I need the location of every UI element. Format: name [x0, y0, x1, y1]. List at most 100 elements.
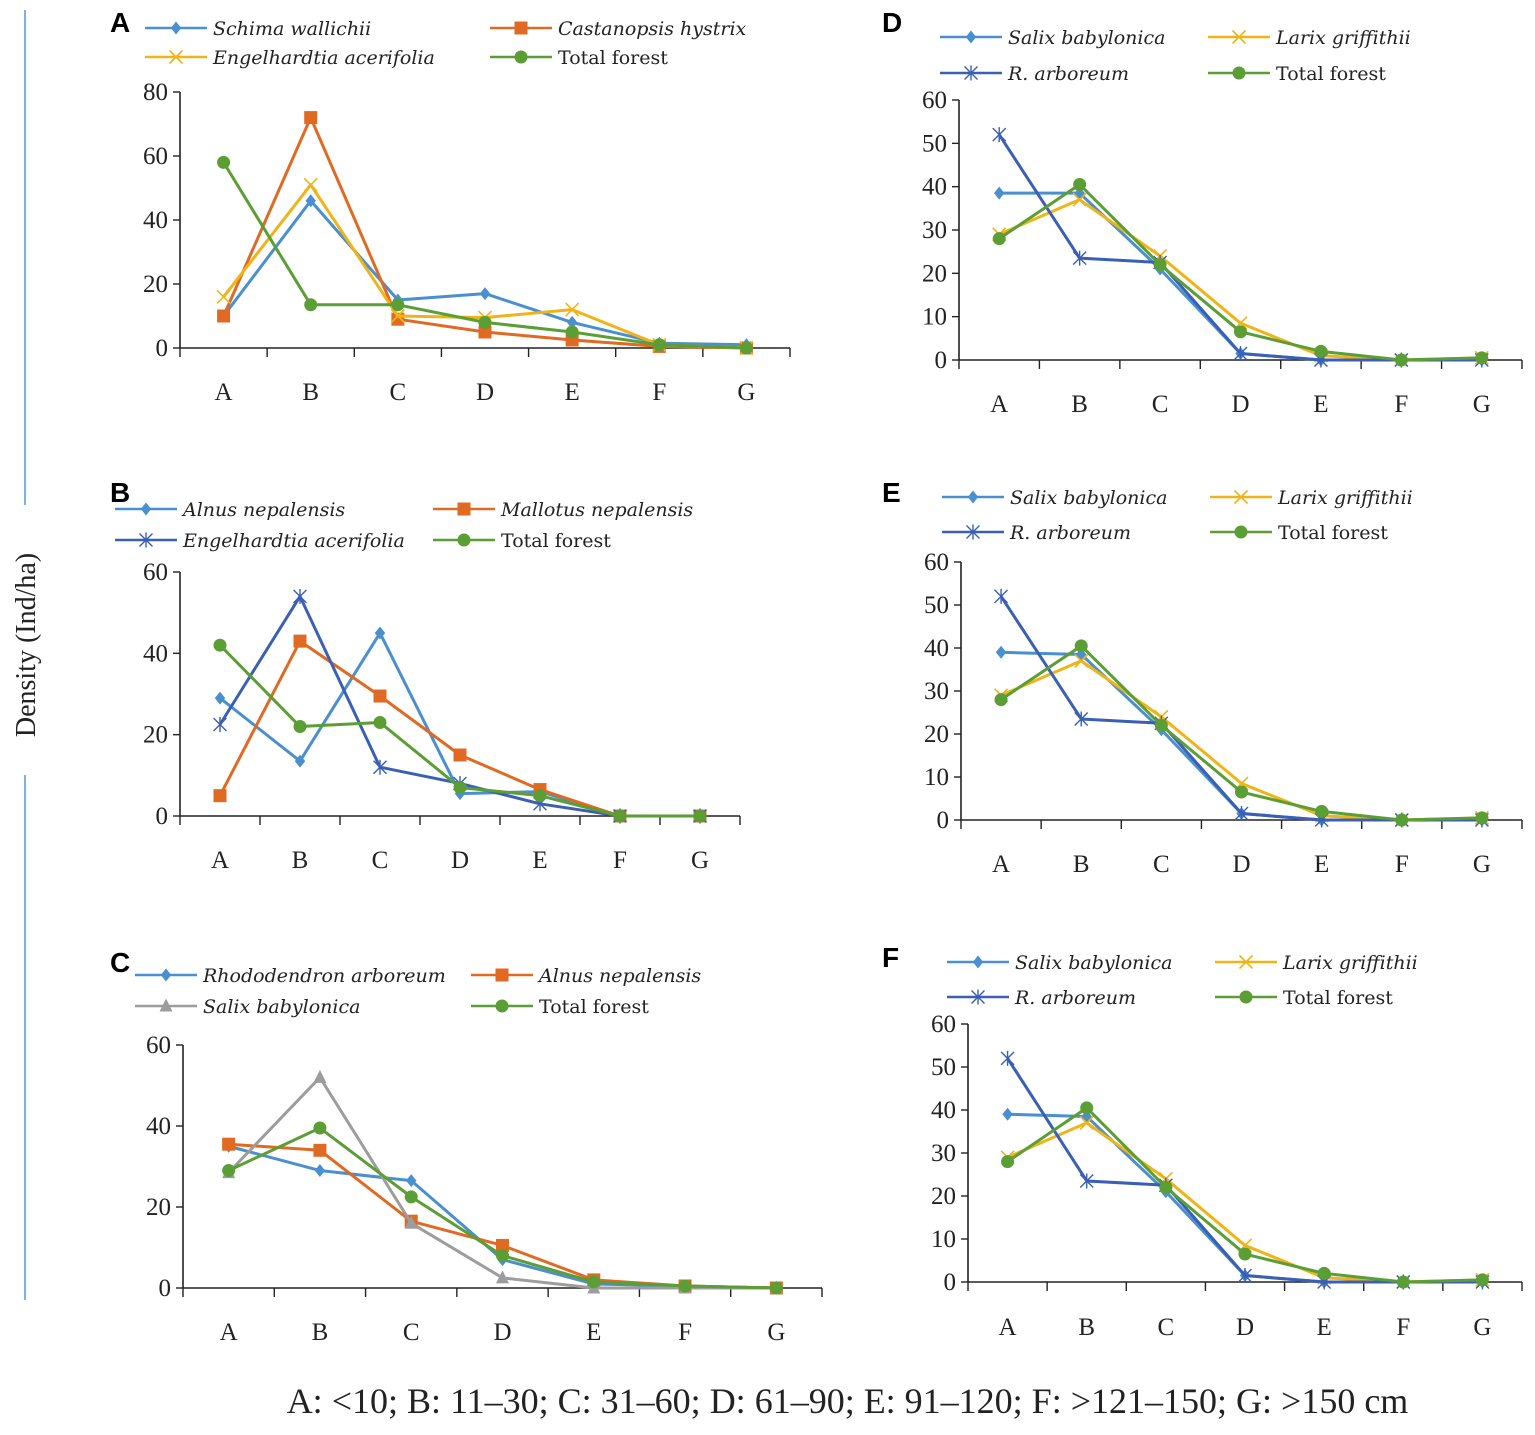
- data-point: [1072, 250, 1087, 266]
- y-tick-label: 40: [924, 635, 949, 662]
- y-tick-label: 60: [924, 549, 949, 576]
- panel-letter: C: [110, 947, 130, 978]
- data-point: [1074, 639, 1088, 653]
- data-point: [313, 1121, 327, 1135]
- x-tick-label: C: [372, 847, 389, 874]
- legend-label: Larix griffithii: [1277, 487, 1413, 509]
- y-tick-label: 20: [931, 1183, 956, 1210]
- series-larix-griffithii: [1000, 1115, 1490, 1290]
- legend-marker: [1232, 66, 1246, 80]
- legend-marker: [514, 50, 528, 64]
- legend-label: Rhododendron arboreum: [202, 965, 446, 987]
- data-point: [314, 1164, 326, 1178]
- y-axis-label-container: Density (Ind/ha): [0, 0, 50, 1300]
- data-point: [1073, 178, 1087, 191]
- data-point: [1395, 813, 1409, 827]
- y-tick-label: 60: [143, 559, 168, 586]
- legend-label: Total forest: [1276, 63, 1386, 85]
- data-point: [1074, 653, 1089, 668]
- axes: 0 20 40 60 80 A B C D E F G: [143, 79, 791, 406]
- data-point: [478, 315, 492, 329]
- y-tick-label: 10: [922, 304, 947, 331]
- data-point: [992, 127, 1007, 143]
- legend-label: Larix griffithii: [1282, 952, 1418, 974]
- legend-marker: [159, 998, 173, 1012]
- data-point: [994, 186, 1005, 200]
- data-point: [453, 748, 467, 762]
- x-tick-label: B: [292, 847, 309, 874]
- data-point: [293, 588, 307, 604]
- legend-item: Schima wallichii: [145, 18, 371, 40]
- y-tick-label: 40: [146, 1113, 171, 1140]
- data-point: [1001, 1155, 1015, 1169]
- legend: Alnus nepalensis Mallotus nepalensis Engel…: [115, 499, 693, 552]
- legend-item: Rhododendron arboreum: [135, 965, 446, 987]
- legend-item: R. arboreum: [947, 987, 1136, 1009]
- data-point: [304, 111, 318, 125]
- data-point: [1317, 1266, 1331, 1280]
- legend-label: Total forest: [1283, 987, 1393, 1009]
- data-point: [217, 309, 231, 323]
- data-point: [613, 809, 627, 823]
- y-tick-label: 0: [937, 807, 950, 834]
- legend-marker: [965, 30, 977, 44]
- y-tick-label: 60: [146, 1032, 171, 1059]
- y-tick-label: 20: [924, 721, 949, 748]
- y-tick-label: 80: [143, 79, 168, 106]
- data-point: [293, 720, 307, 734]
- x-tick-label: D: [1231, 391, 1249, 418]
- x-tick-label: A: [992, 851, 1010, 878]
- legend-marker: [457, 502, 471, 516]
- x-tick-label: C: [1152, 391, 1169, 418]
- legend-marker: [964, 65, 978, 81]
- y-axis-bracket-top: [24, 10, 26, 505]
- y-tick-label: 30: [922, 217, 947, 244]
- legend-item: Larix griffithii: [1208, 27, 1411, 49]
- legend: Salix babylonica Larix griffithii R. arbor…: [942, 487, 1413, 544]
- x-tick-label: E: [1317, 1314, 1332, 1341]
- data-point: [313, 1069, 327, 1083]
- x-tick-label: G: [767, 1319, 785, 1346]
- legend-item: Engelhardtia acerifolia: [115, 530, 405, 552]
- x-tick-label: B: [1071, 391, 1088, 418]
- data-point: [1000, 1050, 1015, 1066]
- legend-item: Salix babylonica: [135, 996, 360, 1018]
- y-tick-label: 50: [931, 1054, 956, 1081]
- y-tick-label: 10: [931, 1226, 956, 1253]
- legend-item: Salix babylonica: [947, 952, 1172, 974]
- legend-item: Larix griffithii: [1215, 952, 1418, 974]
- legend-item: Larix griffithii: [1210, 487, 1413, 509]
- legend-item: Castanopsis hystrix: [490, 18, 747, 40]
- y-tick-label: 10: [924, 764, 949, 791]
- y-tick-label: 40: [922, 174, 947, 201]
- legend-marker: [1234, 525, 1248, 539]
- data-point: [406, 1174, 417, 1188]
- x-tick-label: E: [1313, 391, 1328, 418]
- legend-item: Total forest: [1208, 63, 1386, 85]
- data-point: [1153, 258, 1167, 272]
- legend-item: Total forest: [490, 47, 668, 69]
- data-point: [1314, 344, 1328, 358]
- legend-label: R. arboreum: [1009, 522, 1131, 544]
- data-point: [374, 626, 386, 640]
- x-tick-label: D: [451, 847, 469, 874]
- data-point: [217, 155, 231, 169]
- data-point: [404, 1215, 418, 1229]
- legend-item: Engelhardtia acerifolia: [145, 47, 435, 69]
- data-point: [994, 693, 1008, 707]
- legend: Rhododendron arboreum Alnus nepalensis Sal…: [135, 965, 701, 1018]
- data-point: [1475, 811, 1489, 825]
- data-point: [992, 232, 1006, 246]
- legend-item: Alnus nepalensis: [471, 965, 701, 987]
- panel-letter: F: [882, 942, 899, 973]
- x-tick-label: D: [1236, 1314, 1254, 1341]
- y-tick-label: 0: [944, 1269, 957, 1296]
- data-point: [479, 287, 491, 301]
- legend-marker: [170, 21, 182, 35]
- legend-marker: [971, 989, 985, 1005]
- data-point: [1080, 1101, 1094, 1115]
- series-total-forest: [217, 155, 753, 355]
